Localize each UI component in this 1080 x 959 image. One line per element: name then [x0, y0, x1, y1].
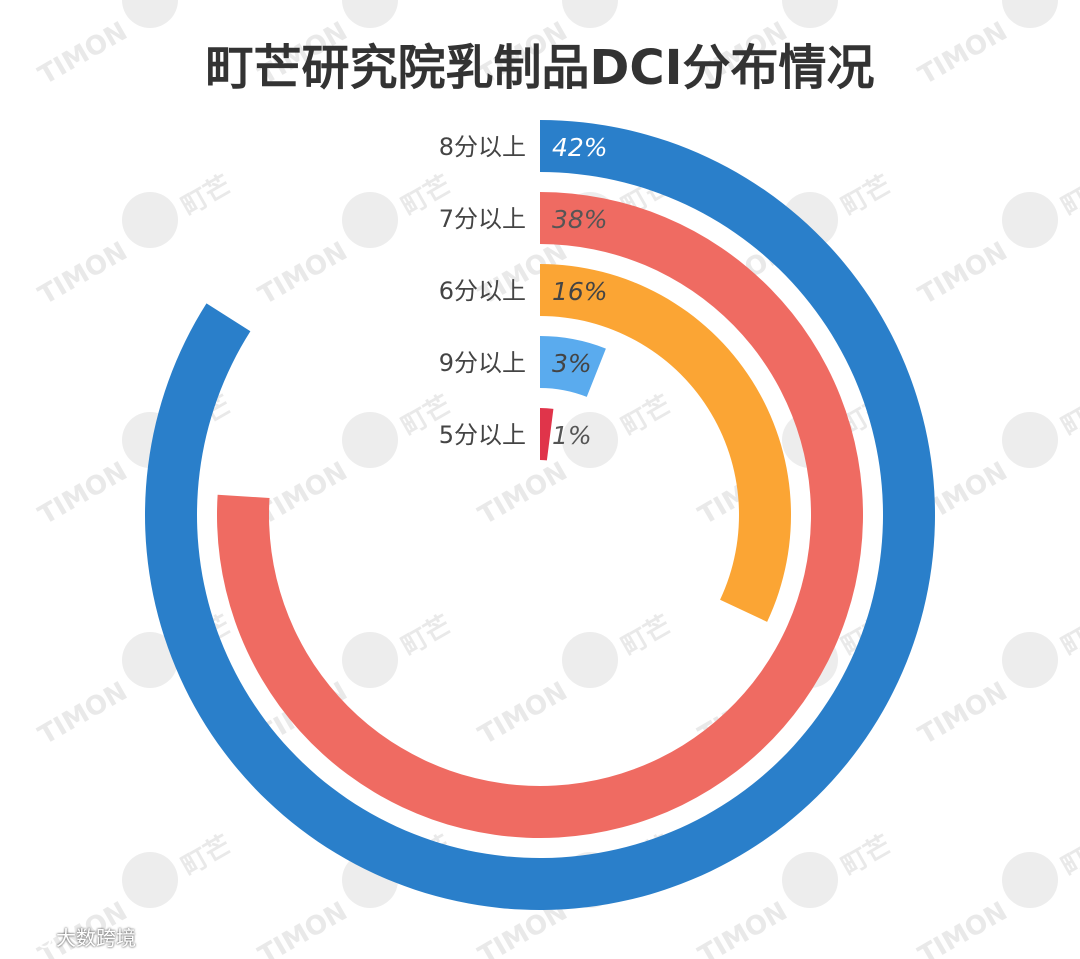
watermark-brand-cn: 町芒 — [837, 170, 897, 222]
watermark-brand-cn: 町芒 — [397, 610, 457, 662]
watermark-logo-icon — [562, 412, 618, 468]
watermark-logo-icon — [1002, 0, 1058, 28]
radial-bar-3 — [540, 264, 791, 622]
watermark-brand-en: TIMON — [34, 457, 133, 532]
radial-bar-4 — [540, 336, 606, 397]
watermark-brand-en: TIMON — [914, 17, 1013, 92]
watermark-logo-icon — [122, 852, 178, 908]
watermark-logo-icon — [342, 632, 398, 688]
watermark-brand-cn: 町芒 — [1057, 610, 1080, 662]
watermark-brand-cn: 町芒 — [177, 0, 237, 2]
category-label: 9分以上 — [439, 349, 526, 377]
radial-bar-5 — [540, 408, 554, 461]
value-label: 38% — [552, 205, 608, 234]
watermark-logo-icon — [1002, 412, 1058, 468]
watermark-brand-cn: 町芒 — [177, 830, 237, 882]
watermark-brand-cn: 町芒 — [1057, 0, 1080, 2]
watermark-brand-cn: 町芒 — [1057, 390, 1080, 442]
weibo-like-icon — [11, 932, 51, 949]
watermark-brand-en: TIMON — [914, 237, 1013, 312]
watermark-brand-cn: 町芒 — [397, 0, 457, 2]
watermark-brand-en: TIMON — [34, 237, 133, 312]
watermark-logo-icon — [1002, 192, 1058, 248]
watermark-logo-icon — [342, 412, 398, 468]
watermark-logo-icon — [1002, 632, 1058, 688]
watermark-brand-en: TIMON — [474, 457, 573, 532]
watermark-logo-icon — [122, 632, 178, 688]
watermark-logo-icon — [342, 0, 398, 28]
watermark-brand-cn: 町芒 — [837, 0, 897, 2]
watermark-brand-en: TIMON — [34, 677, 133, 752]
watermark-brand-cn: 町芒 — [617, 610, 677, 662]
watermark-logo-icon — [342, 192, 398, 248]
watermark-logo-icon — [562, 0, 618, 28]
value-label: 42% — [552, 133, 608, 162]
corner-mark: 大数跨境 — [10, 922, 136, 951]
value-label: 1% — [552, 421, 592, 450]
watermark-brand-cn: 町芒 — [1057, 830, 1080, 882]
watermark-brand-en: TIMON — [694, 897, 793, 959]
watermark-brand-cn: 町芒 — [1057, 170, 1080, 222]
labels-layer: 8分以上 42% 7分以上 38% 6分以上 16% 9分以上 3% 5分以上 1% — [439, 133, 608, 450]
watermark-brand-en: TIMON — [914, 677, 1013, 752]
value-label: 3% — [552, 349, 592, 378]
watermark-brand-en: TIMON — [34, 17, 133, 92]
watermark-brand-en: TIMON — [914, 897, 1013, 959]
watermark-brand-en: TIMON — [254, 897, 353, 959]
watermark-logo-icon — [782, 0, 838, 28]
watermark-brand-cn: 町芒 — [617, 390, 677, 442]
value-label: 16% — [552, 277, 608, 306]
watermark-brand-en: TIMON — [474, 677, 573, 752]
category-label: 6分以上 — [439, 277, 526, 305]
watermark-logo-icon — [562, 632, 618, 688]
watermark-logo-icon — [782, 852, 838, 908]
watermark-logo-icon — [122, 192, 178, 248]
watermark-brand-cn: 町芒 — [617, 0, 677, 2]
watermark-brand-cn: 町芒 — [177, 170, 237, 222]
watermark-brand-en: TIMON — [254, 237, 353, 312]
watermark-logo-icon — [1002, 852, 1058, 908]
watermark-logo-icon — [122, 0, 178, 28]
bars-layer — [145, 120, 936, 910]
category-label: 8分以上 — [439, 133, 526, 161]
watermark-brand-cn: 町芒 — [837, 830, 897, 882]
corner-mark-text: 大数跨境 — [56, 926, 136, 950]
chart-title: 町芒研究院乳制品DCI分布情况 — [206, 40, 875, 96]
category-label: 7分以上 — [439, 205, 526, 233]
category-label: 5分以上 — [439, 421, 526, 449]
